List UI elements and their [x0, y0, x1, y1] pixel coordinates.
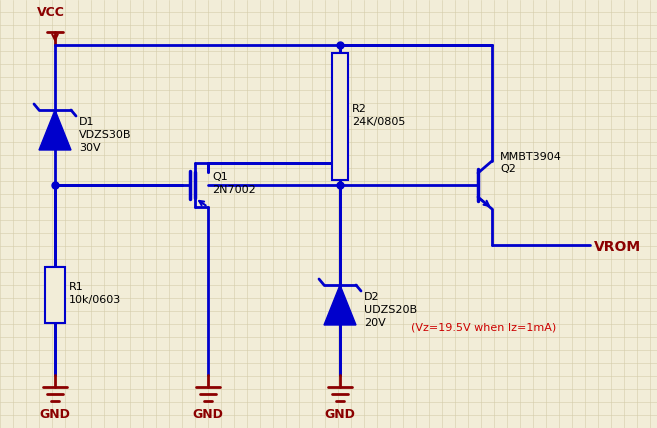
Text: Q2: Q2: [500, 164, 516, 174]
FancyBboxPatch shape: [47, 267, 63, 323]
Text: 20V: 20V: [364, 318, 386, 328]
Text: (Vz=19.5V when Iz=1mA): (Vz=19.5V when Iz=1mA): [411, 322, 556, 332]
Text: R1: R1: [69, 282, 83, 292]
Text: Q1: Q1: [212, 172, 228, 182]
Text: 10k/0603: 10k/0603: [69, 295, 122, 305]
Polygon shape: [39, 110, 71, 150]
Bar: [332, 53, 348, 180]
Text: GND: GND: [193, 408, 223, 422]
Bar: [45, 267, 65, 323]
Text: GND: GND: [39, 408, 70, 422]
Text: D2: D2: [364, 292, 380, 302]
Text: R2: R2: [352, 104, 367, 113]
Text: MMBT3904: MMBT3904: [500, 152, 562, 162]
Text: GND: GND: [325, 408, 355, 422]
Text: 2N7002: 2N7002: [212, 185, 256, 195]
Text: 30V: 30V: [79, 143, 101, 153]
Text: UDZS20B: UDZS20B: [364, 305, 417, 315]
Text: VDZS30B: VDZS30B: [79, 130, 131, 140]
Text: 24K/0805: 24K/0805: [352, 116, 405, 127]
Text: VROM: VROM: [594, 240, 641, 254]
Polygon shape: [324, 285, 356, 325]
Text: VCC: VCC: [37, 6, 65, 18]
Text: D1: D1: [79, 117, 95, 127]
